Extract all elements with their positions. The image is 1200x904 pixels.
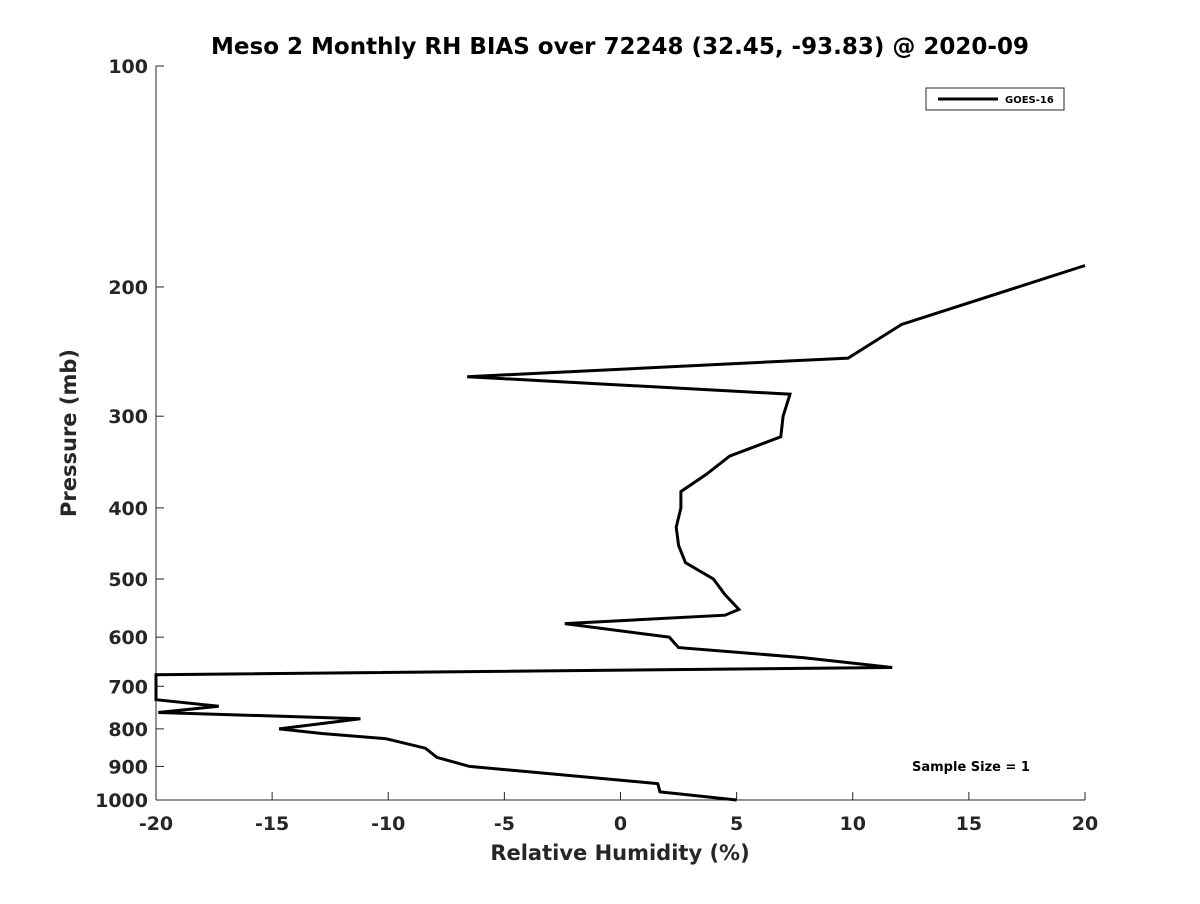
x-axis-label: Relative Humidity (%) — [490, 841, 749, 865]
y-tick-label: 300 — [108, 406, 148, 428]
x-tick-label: -5 — [494, 813, 515, 835]
legend-label-goes16: GOES-16 — [1005, 95, 1054, 106]
x-tick-label: 0 — [614, 813, 627, 835]
x-tick-label: -10 — [371, 813, 405, 835]
y-tick-label: 100 — [108, 56, 148, 78]
y-tick-label: 200 — [108, 277, 148, 299]
axes — [155, 66, 1085, 801]
y-tick-label: 800 — [108, 719, 148, 741]
x-tick-label: 15 — [956, 813, 982, 835]
x-tick-label: 20 — [1072, 813, 1098, 835]
y-tick-label: 600 — [108, 627, 148, 649]
x-tick-label: -15 — [255, 813, 289, 835]
sample-size-annotation: Sample Size = 1 — [912, 760, 1030, 775]
series-group — [154, 264, 1086, 802]
y-tick-label: 700 — [108, 676, 148, 698]
x-tick-label: 10 — [840, 813, 866, 835]
x-ticks: -20 -15 -10 -5 0 5 10 15 20 — [139, 792, 1098, 835]
series-line-goes-16 — [154, 264, 1086, 802]
y-tick-label: 500 — [108, 569, 148, 591]
x-tick-label: 5 — [730, 813, 743, 835]
y-ticks: 100 200 300 400 500 600 700 800 900 1000 — [95, 56, 164, 812]
chart-title: Meso 2 Monthly RH BIAS over 72248 (32.45… — [211, 34, 1029, 60]
y-tick-label: 900 — [108, 756, 148, 778]
y-tick-label: 400 — [108, 498, 148, 520]
legend: GOES-16 — [925, 87, 1065, 111]
y-tick-label: 1000 — [95, 790, 148, 812]
y-axis-label: Pressure (mb) — [57, 349, 81, 517]
x-tick-label: -20 — [139, 813, 173, 835]
